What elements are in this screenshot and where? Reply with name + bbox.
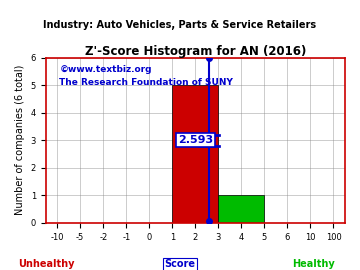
Bar: [172, 85, 219, 223]
Title: Z'-Score Histogram for AN (2016): Z'-Score Histogram for AN (2016): [85, 45, 306, 58]
Y-axis label: Number of companies (6 total): Number of companies (6 total): [15, 65, 25, 215]
Text: Score: Score: [165, 259, 195, 269]
Text: Unhealthy: Unhealthy: [19, 259, 75, 269]
Text: The Research Foundation of SUNY: The Research Foundation of SUNY: [59, 78, 233, 87]
Text: 2.593: 2.593: [178, 135, 213, 145]
Text: ©www.textbiz.org: ©www.textbiz.org: [59, 65, 152, 74]
Text: Industry: Auto Vehicles, Parts & Service Retailers: Industry: Auto Vehicles, Parts & Service…: [44, 20, 316, 30]
Text: Healthy: Healthy: [292, 259, 334, 269]
Bar: [219, 195, 264, 223]
